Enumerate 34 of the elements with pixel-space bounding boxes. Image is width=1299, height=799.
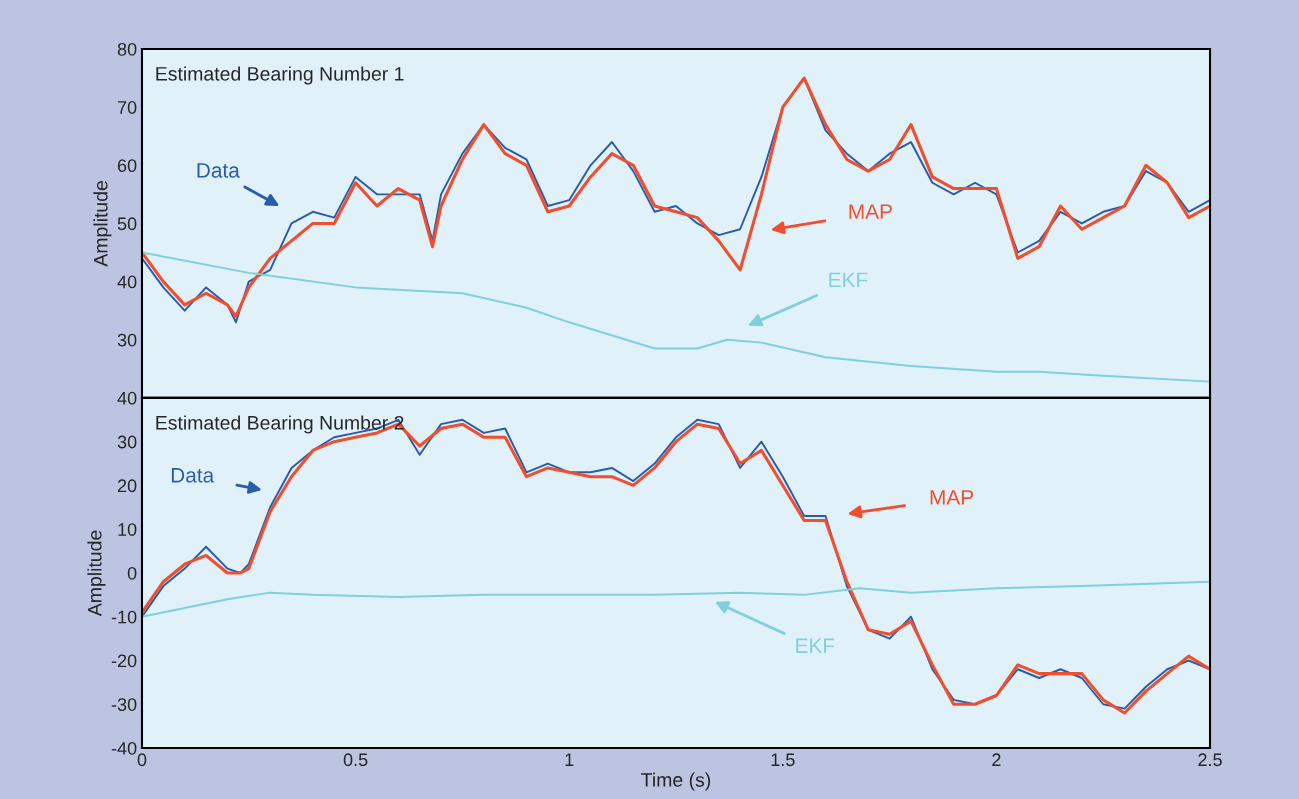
y-tick-label: 40 <box>117 391 137 405</box>
y-tick-label: 20 <box>117 479 137 493</box>
annotation: MAP <box>849 204 892 219</box>
y-tick-label: -30 <box>111 698 137 711</box>
x-tick-label: 2.5 <box>1198 753 1222 767</box>
line-series <box>141 580 1211 618</box>
annotation: MAP <box>930 490 974 505</box>
y-tick-label: 80 <box>117 42 137 56</box>
y-tick-label: 40 <box>117 275 137 289</box>
annotation: EKF <box>796 638 835 653</box>
annotation: Data <box>171 468 215 483</box>
y-tick-label: 10 <box>118 523 137 536</box>
x-axis-title: Time (s) <box>641 772 711 791</box>
x-tick-label: 0.5 <box>343 753 368 767</box>
y-tick-label: -10 <box>111 610 137 624</box>
y-tick-label: 30 <box>117 333 137 347</box>
y-tick-label: 30 <box>117 435 137 449</box>
y-tick-label: 0 <box>127 566 137 580</box>
y-tick-label: 60 <box>117 159 137 173</box>
x-tick-label: 0 <box>137 753 147 767</box>
line-series <box>141 251 1211 383</box>
annotation: EKF <box>829 272 868 288</box>
text: Estimated Bearing Number 1 <box>156 66 404 85</box>
annotation: Data <box>197 163 240 178</box>
y-tick-label: -20 <box>111 654 137 668</box>
y-axis-title: Amplitude <box>93 181 112 267</box>
text: Estimated Bearing Number 2 <box>156 415 404 434</box>
x-tick-label: 1.5 <box>771 753 795 767</box>
x-tick-label: 2 <box>992 753 1001 766</box>
y-tick-label: -40 <box>111 741 137 755</box>
x-tick-label: 1 <box>565 753 574 766</box>
y-axis-title: Amplitude <box>87 530 106 617</box>
y-tick-label: 70 <box>117 101 137 114</box>
y-tick-label: 50 <box>117 217 137 231</box>
